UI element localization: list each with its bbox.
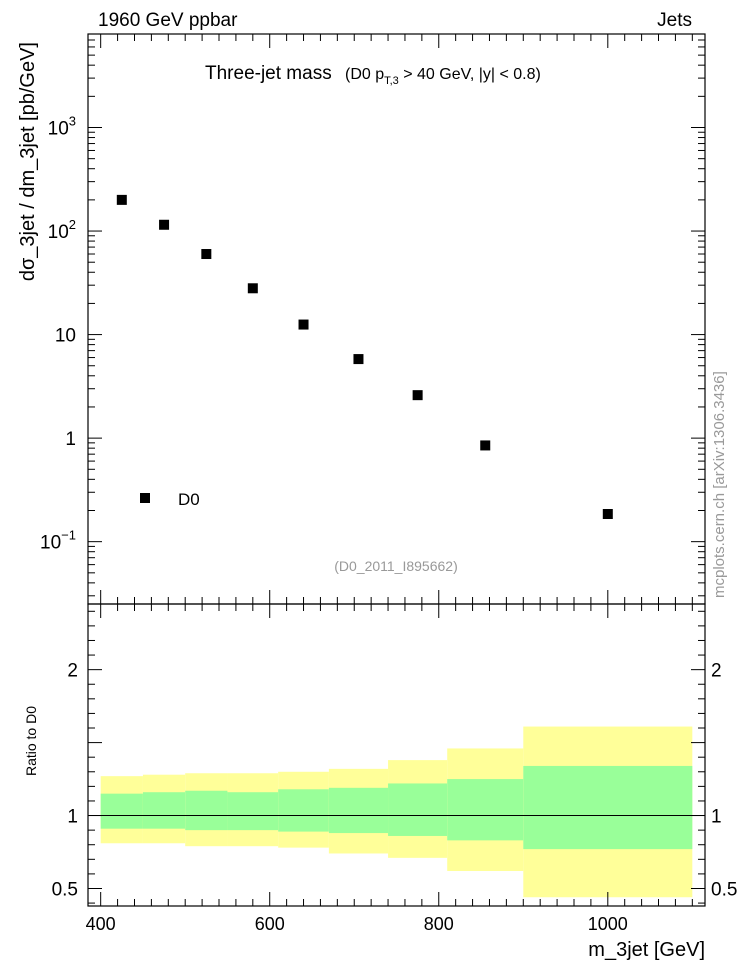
ratio-y-tick-label-right: 1 <box>711 807 722 828</box>
x-tick-label: 600 <box>255 914 285 934</box>
axis-ticks <box>88 33 705 906</box>
inner-band-bin <box>278 789 329 832</box>
inner-band-bin <box>328 787 389 834</box>
plot-subtitle-open: (D0 p <box>345 66 384 83</box>
data-points <box>116 194 613 520</box>
main-y-tick-label: 10 <box>55 326 76 347</box>
inner-band-bin <box>142 792 186 829</box>
data-point <box>353 354 364 365</box>
x-tick-label: 1000 <box>588 914 628 934</box>
data-point <box>480 440 491 451</box>
ratio-y-axis-label: Ratio to D0 <box>23 706 39 776</box>
plot-subtitle-rest: > 40 GeV, |y| < 0.8) <box>399 66 541 83</box>
plot-title-main: Three-jet mass <box>205 63 332 84</box>
ratio-y-tick-label-left: 2 <box>67 661 78 682</box>
legend-marker <box>140 493 150 503</box>
main-y-tick-label: 1 <box>65 429 76 450</box>
mcplots-side-label: mcplots.cern.ch [arXiv:1306.3436] <box>711 371 728 598</box>
main-y-tick-label: 103 <box>48 114 76 140</box>
x-axis-label: m_3jet [GeV] <box>588 939 705 961</box>
x-tick-label: 800 <box>424 914 454 934</box>
inner-band-bin <box>185 790 228 831</box>
ratio-bands <box>100 726 693 898</box>
ratio-y-tick-label-right: 2 <box>711 661 722 682</box>
data-point <box>116 194 127 205</box>
data-point <box>412 390 423 401</box>
inner-band-bin <box>227 792 279 831</box>
data-point <box>602 509 613 520</box>
main-y-tick-label: 10−1 <box>40 528 76 554</box>
main-y-tick-label: 102 <box>48 217 76 243</box>
inner-band-bin <box>388 783 448 836</box>
plot-title: Three-jet mass (D0 pT,3 > 40 GeV, |y| < … <box>205 63 541 87</box>
inner-band-bin <box>447 779 524 841</box>
inner-band-bin <box>523 765 693 850</box>
ratio-y-tick-label-left: 0.5 <box>52 879 78 900</box>
analysis-watermark: (D0_2011_I895662) <box>334 558 458 574</box>
header-right: Jets <box>657 10 692 31</box>
tick-labels: 400 600 800 1000 10−1 1 10 102 103 0.5 0.5 1 1 2 2 <box>40 114 737 934</box>
data-point <box>159 219 170 230</box>
data-point <box>201 249 212 260</box>
ratio-y-tick-label-left: 1 <box>67 807 78 828</box>
ratio-plot-frame <box>87 603 706 907</box>
data-point <box>247 283 258 294</box>
plot-subtitle-sub: T,3 <box>384 75 399 87</box>
main-y-axis-label: dσ_3jet / dm_3jet [pb/GeV] <box>17 42 39 281</box>
data-point <box>298 319 309 330</box>
legend-label: D0 <box>178 490 200 509</box>
ratio-y-tick-label-right: 0.5 <box>711 879 737 900</box>
inner-band-bin <box>100 793 143 829</box>
x-tick-label: 400 <box>86 914 116 934</box>
header-left: 1960 GeV ppbar <box>98 10 238 31</box>
